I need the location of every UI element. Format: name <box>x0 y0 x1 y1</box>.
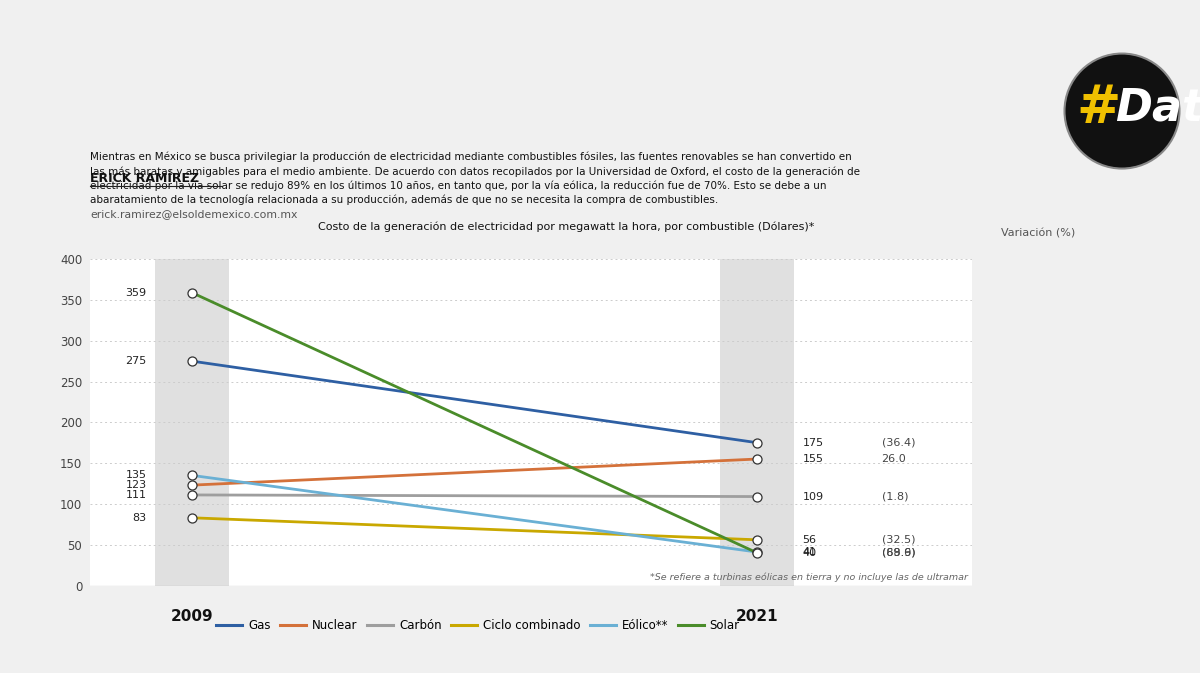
Text: 40: 40 <box>803 548 816 558</box>
Circle shape <box>1064 54 1180 168</box>
Text: 359: 359 <box>126 287 146 297</box>
Text: #: # <box>1076 81 1121 134</box>
Text: 155: 155 <box>803 454 823 464</box>
Text: 2021: 2021 <box>736 609 779 624</box>
Bar <box>155 259 228 586</box>
Bar <box>720 259 794 586</box>
Text: Data: Data <box>1115 86 1200 129</box>
Text: Mientras en México se busca privilegiar la producción de electricidad mediante c: Mientras en México se busca privilegiar … <box>90 152 860 205</box>
Text: 83: 83 <box>132 513 146 523</box>
Text: ERICK RAMÍREZ: ERICK RAMÍREZ <box>90 172 199 185</box>
Text: 109: 109 <box>803 491 823 501</box>
Text: Variación (%): Variación (%) <box>1001 229 1075 239</box>
Text: 135: 135 <box>126 470 146 481</box>
Text: *Se refiere a turbinas eólicas en tierra y no incluye las de ultramar: *Se refiere a turbinas eólicas en tierra… <box>649 572 967 581</box>
Text: (32.5): (32.5) <box>882 535 916 545</box>
Text: 111: 111 <box>126 490 146 500</box>
Text: (88.9): (88.9) <box>882 548 916 558</box>
Text: 275: 275 <box>125 356 146 366</box>
Text: 26.0: 26.0 <box>882 454 906 464</box>
Text: 123: 123 <box>126 480 146 490</box>
Text: 2009: 2009 <box>170 609 214 624</box>
Text: 56: 56 <box>803 535 816 545</box>
Text: 41: 41 <box>803 547 816 557</box>
Text: (1.8): (1.8) <box>882 491 908 501</box>
Text: (36.4): (36.4) <box>882 437 916 448</box>
Legend: Gas, Nuclear, Carbón, Ciclo combinado, Eólico**, Solar: Gas, Nuclear, Carbón, Ciclo combinado, E… <box>211 614 744 637</box>
Text: erick.ramirez@elsoldemexico.com.mx: erick.ramirez@elsoldemexico.com.mx <box>90 209 298 219</box>
Text: (69.6): (69.6) <box>882 547 916 557</box>
Text: Costo de la generación de electricidad por megawatt la hora, por combustible (Dó: Costo de la generación de electricidad p… <box>318 221 815 232</box>
Text: 175: 175 <box>803 437 823 448</box>
